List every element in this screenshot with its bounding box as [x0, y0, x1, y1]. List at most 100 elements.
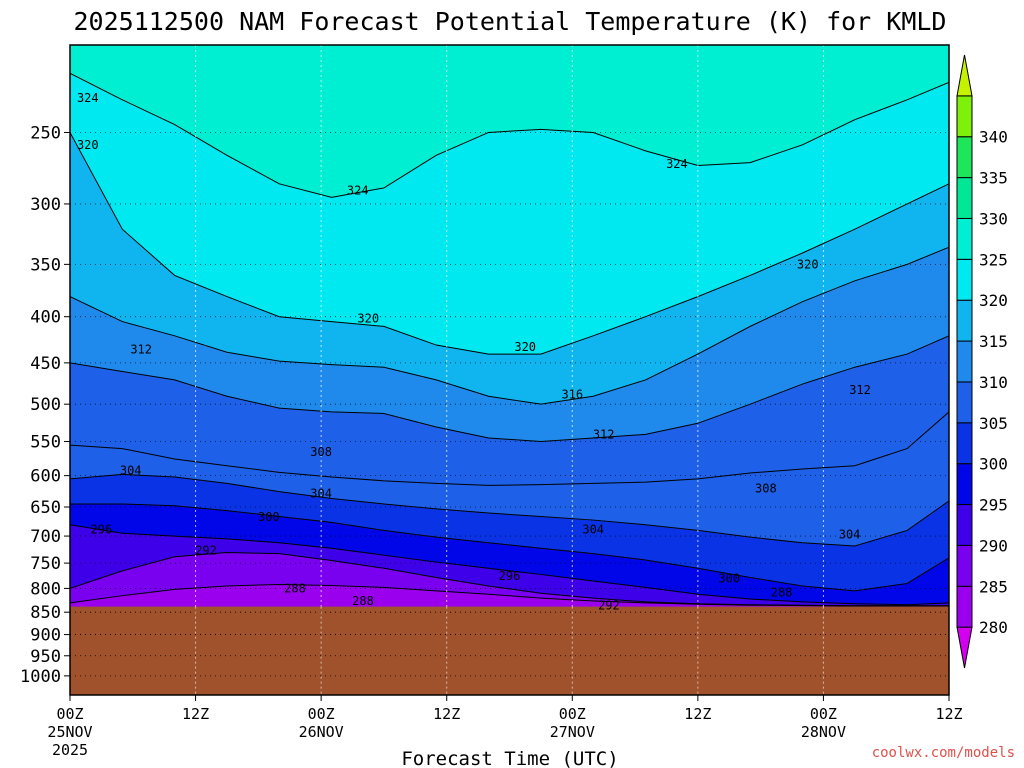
contour-label: 300 [258, 510, 280, 524]
contour-label: 320 [77, 138, 99, 152]
colorbar-segment [956, 177, 973, 219]
y-tick-label: 250 [30, 123, 61, 143]
y-axis: 250 300 350 400 450 500 550 600 650 700 750 800 850 9… [20, 123, 70, 687]
colorbar-segment [956, 544, 973, 587]
contour-label: 316 [561, 388, 583, 402]
contour-label: 296 [499, 569, 521, 583]
colorbar-segment [956, 463, 973, 506]
contour-label: 312 [593, 427, 615, 441]
colorbar-label: 315 [979, 332, 1008, 351]
isentrope-292 [70, 552, 949, 607]
isentrope-308 [70, 411, 949, 486]
isentrope-304 [70, 473, 949, 547]
y-tick-label: 450 [30, 354, 61, 374]
contour-label: 296 [91, 522, 113, 536]
isentrope-320 [70, 132, 949, 355]
x-axis-label: Forecast Time (UTC) [401, 748, 618, 768]
colorbar-label: 305 [979, 414, 1008, 433]
x-tick-year: 2025 [52, 741, 88, 759]
colorbar-segment [956, 299, 973, 342]
contour-label: 304 [582, 522, 604, 536]
y-tick-label: 550 [30, 433, 61, 453]
colorbar-arrow-high [956, 54, 973, 97]
colorbar-segment [956, 136, 973, 179]
colorbar-label: 285 [979, 577, 1008, 596]
colorbar-label: 295 [979, 496, 1008, 515]
y-tick-label: 950 [30, 647, 61, 667]
contour-label: 324 [347, 184, 369, 198]
plot-area: 324 320 324 324 320 320 320 312 316 312 312 308 308 3… [70, 45, 949, 695]
x-tick-label: 00Z [56, 705, 83, 723]
x-tick-label: 00Z [559, 705, 586, 723]
colorbar-label: 300 [979, 455, 1008, 474]
contour-label: 304 [839, 527, 861, 541]
y-tick-label: 350 [30, 255, 61, 275]
isentrope-312 [70, 335, 949, 443]
plot-frame [69, 44, 950, 696]
colorbar-label: 320 [979, 291, 1008, 310]
credit-text: coolwx.com/models [872, 745, 1015, 761]
contour-label: 320 [514, 340, 536, 354]
x-tick-date: 26NOV [299, 723, 344, 741]
contour-label: 324 [77, 91, 99, 105]
contour-label: 288 [284, 581, 306, 595]
contour-label: 312 [130, 343, 152, 357]
contour-label: 324 [666, 157, 688, 171]
colorbar-segment [956, 381, 973, 424]
colorbar-segment [956, 258, 973, 301]
isentrope-324 [70, 72, 949, 198]
contour-label: 304 [310, 487, 332, 501]
x-tick-label: 00Z [308, 705, 335, 723]
colorbar-label: 280 [979, 618, 1008, 637]
x-tick-label: 12Z [182, 705, 209, 723]
terrain-fill [70, 606, 949, 695]
contour-label: 320 [357, 312, 379, 326]
y-tick-label: 700 [30, 527, 61, 547]
isentrope-300 [70, 503, 949, 592]
contour-label: 288 [771, 585, 793, 599]
colorbar-segment [956, 504, 973, 546]
contour-label: 288 [352, 594, 374, 608]
isentrope-316 [70, 246, 949, 405]
y-tick-label: 300 [30, 195, 61, 215]
colorbar-arrow-low [956, 626, 973, 669]
x-tick-date: 28NOV [801, 723, 846, 741]
x-tick-label: 00Z [810, 705, 837, 723]
y-tick-label: 850 [30, 603, 61, 623]
y-tick-label: 900 [30, 626, 61, 646]
contour-label: 308 [755, 481, 777, 495]
x-tick-date: 25NOV [47, 723, 92, 741]
contour-label: 312 [849, 383, 871, 397]
contour-label: 300 [718, 571, 740, 585]
colorbar-segment [956, 340, 973, 383]
colorbar-segment [956, 585, 973, 628]
y-tick-label: 800 [30, 579, 61, 599]
contour-label: 292 [598, 599, 620, 613]
y-tick-label: 750 [30, 554, 61, 574]
contour-label: 308 [310, 445, 332, 459]
plot-border [69, 44, 950, 696]
x-tick-label: 12Z [433, 705, 460, 723]
chart-title: 2025112500 NAM Forecast Potential Temper… [74, 7, 947, 36]
colorbar-label: 335 [979, 169, 1008, 188]
colorbar-label: 290 [979, 536, 1008, 555]
x-tick-label: 12Z [684, 705, 711, 723]
y-tick-label: 600 [30, 467, 61, 487]
colorbar-label: 325 [979, 250, 1008, 269]
x-tick-label: 12Z [935, 705, 962, 723]
contour-label: 304 [120, 463, 142, 477]
x-tick-date: 27NOV [550, 723, 595, 741]
isentrope-296 [70, 524, 949, 606]
contour-label: 292 [195, 543, 217, 557]
colorbar: 280 285 290 295 300 305 310 315 320 325 330 335 340 [956, 54, 1008, 669]
contour-label: 320 [797, 257, 819, 271]
colorbar-segment [956, 422, 973, 465]
colorbar-label: 340 [979, 128, 1008, 147]
colorbar-label: 330 [979, 209, 1008, 228]
colorbar-segment [956, 95, 973, 138]
colorbar-segment [956, 217, 973, 260]
y-tick-label: 1000 [20, 667, 61, 687]
colorbar-label: 310 [979, 373, 1008, 392]
